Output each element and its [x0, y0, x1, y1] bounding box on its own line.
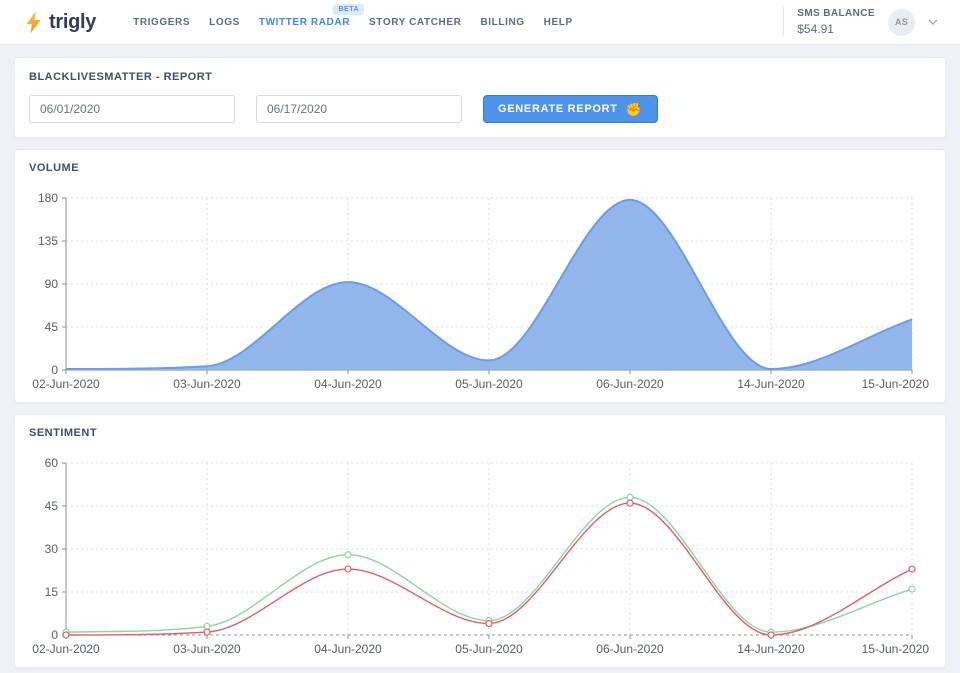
svg-text:06-Jun-2020: 06-Jun-2020 — [596, 642, 664, 656]
nav-item-triggers[interactable]: TRIGGERS — [133, 16, 191, 28]
generate-report-label: GENERATE REPORT — [498, 103, 618, 115]
beta-badge: BETA — [333, 3, 365, 15]
svg-text:180: 180 — [38, 191, 58, 205]
svg-text:06-Jun-2020: 06-Jun-2020 — [596, 377, 664, 391]
brand-name: trigly — [49, 10, 97, 33]
avatar[interactable]: AS — [888, 8, 915, 36]
svg-text:14-Jun-2020: 14-Jun-2020 — [737, 377, 805, 391]
svg-text:90: 90 — [45, 277, 59, 291]
svg-text:0: 0 — [51, 628, 58, 642]
svg-text:15: 15 — [45, 585, 59, 599]
svg-text:45: 45 — [45, 320, 59, 334]
report-title: BLACKLIVESMATTER - REPORT — [29, 71, 213, 83]
svg-text:02-Jun-2020: 02-Jun-2020 — [32, 642, 100, 656]
svg-text:45: 45 — [45, 499, 59, 513]
date-from-input[interactable] — [29, 95, 235, 123]
sentiment-title: SENTIMENT — [29, 427, 98, 439]
svg-text:04-Jun-2020: 04-Jun-2020 — [314, 642, 382, 656]
chevron-down-icon[interactable] — [928, 19, 938, 25]
svg-text:15-Jun-2020: 15-Jun-2020 — [862, 377, 930, 391]
volume-chart-canvas: 0 45 90 135 180 02-Jun-2020 03-Jun-2020 04-Jun-… — [29, 180, 933, 398]
main-nav: TRIGGERS LOGS TWITTER RADAR BETA STORY C… — [133, 3, 783, 28]
nav-item-twitter-radar[interactable]: TWITTER RADAR BETA — [259, 3, 365, 28]
svg-text:135: 135 — [38, 234, 58, 248]
svg-text:14-Jun-2020: 14-Jun-2020 — [737, 642, 805, 656]
report-controls: GENERATE REPORT ✊ — [29, 95, 931, 123]
svg-text:30: 30 — [45, 542, 59, 556]
sentiment-chart-canvas: 0 15 30 45 60 02-Jun-2020 03-Jun-2020 04-Jun-20… — [29, 445, 933, 663]
report-button-emoji: ✊ — [625, 101, 643, 117]
svg-text:15-Jun-2020: 15-Jun-2020 — [862, 642, 930, 656]
nav-item-story-catcher[interactable]: STORY CATCHER — [369, 16, 462, 28]
svg-text:60: 60 — [45, 456, 59, 470]
nav-item-billing[interactable]: BILLING — [480, 16, 525, 28]
sms-balance: SMS BALANCE $54.91 — [797, 7, 875, 37]
app-header: trigly TRIGGERS LOGS TWITTER RADAR BETA … — [0, 0, 960, 45]
volume-card: VOLUME 0 45 90 135 180 02-Jun-2020 03-Jun-2020… — [14, 149, 946, 403]
nav-item-logs[interactable]: LOGS — [209, 16, 240, 28]
header-divider — [783, 7, 785, 37]
nav-item-help[interactable]: HELP — [543, 16, 573, 28]
svg-text:04-Jun-2020: 04-Jun-2020 — [314, 377, 382, 391]
report-card: BLACKLIVESMATTER - REPORT GENERATE REPOR… — [14, 57, 946, 138]
date-to-input[interactable] — [256, 95, 462, 123]
sms-balance-value: $54.91 — [797, 21, 834, 36]
svg-text:03-Jun-2020: 03-Jun-2020 — [173, 642, 241, 656]
svg-text:02-Jun-2020: 02-Jun-2020 — [32, 377, 100, 391]
header-right: SMS BALANCE $54.91 AS — [783, 7, 938, 37]
svg-text:05-Jun-2020: 05-Jun-2020 — [455, 642, 523, 656]
sentiment-card: SENTIMENT 0 15 30 45 60 02-Jun-2020 03-Jun-202… — [14, 414, 946, 668]
sms-balance-label: SMS BALANCE — [797, 8, 875, 20]
generate-report-button[interactable]: GENERATE REPORT ✊ — [483, 95, 658, 123]
svg-text:05-Jun-2020: 05-Jun-2020 — [455, 377, 523, 391]
lightning-bolt-icon — [24, 10, 43, 35]
volume-title: VOLUME — [29, 162, 80, 174]
svg-text:03-Jun-2020: 03-Jun-2020 — [173, 377, 241, 391]
svg-text:0: 0 — [51, 363, 58, 377]
brand-logo[interactable]: trigly — [24, 10, 96, 35]
